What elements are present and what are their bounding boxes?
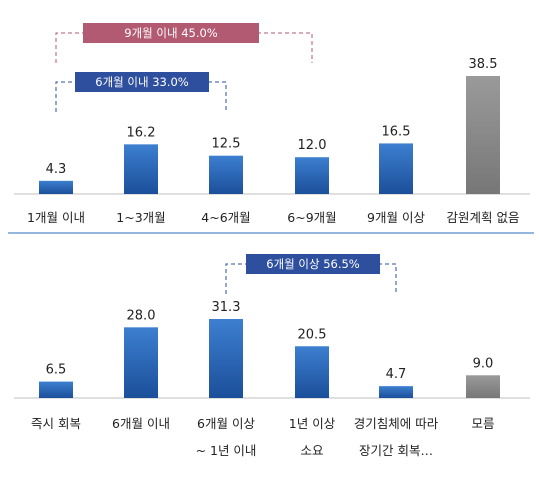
- bar-2: [124, 144, 158, 194]
- bar-5: [379, 143, 413, 194]
- category-label: 9개월 이상: [367, 210, 425, 225]
- value-label: 16.5: [382, 124, 411, 139]
- annotation-box: [83, 23, 259, 43]
- value-label: 16.2: [127, 125, 156, 140]
- value-label: 4.3: [46, 162, 67, 177]
- category-label: 소요: [300, 443, 323, 458]
- bar-6: [466, 375, 500, 398]
- value-label: 20.5: [298, 327, 327, 342]
- annotation-label: 9개월 이내 45.0%: [124, 26, 218, 40]
- bar-chart-2: 6.5 즉시 회복 28.0 6개월 이내 31.3 6개월 이상 ~ 1년 이내 20.5 1…: [14, 254, 530, 458]
- annotation-label: 6개월 이상 56.5%: [266, 257, 360, 271]
- category-label: 장기간 회복…: [359, 443, 433, 458]
- value-label: 9.0: [473, 356, 494, 371]
- value-label: 31.3: [212, 300, 241, 315]
- bar-6: [466, 76, 500, 194]
- bar-4: [295, 346, 329, 398]
- annotation-label: 6개월 이내 33.0%: [95, 75, 189, 89]
- value-label: 28.0: [127, 308, 156, 323]
- bar-2: [124, 327, 158, 398]
- value-label: 38.5: [469, 57, 498, 72]
- bar-1: [39, 381, 73, 398]
- bar-3: [209, 155, 243, 194]
- annotation-box: [246, 254, 380, 274]
- category-label: 감원계획 없음: [447, 210, 520, 225]
- annotation-box: [75, 72, 209, 92]
- bar-1: [39, 180, 73, 194]
- value-label: 6.5: [46, 363, 67, 378]
- category-label: 1~3개월: [116, 210, 165, 225]
- bar-5: [379, 386, 413, 398]
- value-label: 4.7: [386, 367, 407, 382]
- bar-chart-1: 4.3 1개월 이내 16.2 1~3개월 12.5 4~6개월 12.0 6~9개월 16.5…: [14, 23, 530, 225]
- category-label: 1개월 이내: [27, 210, 85, 225]
- category-label: 모름: [471, 416, 494, 431]
- bar-4: [295, 157, 329, 194]
- category-label: 경기침체에 따라: [354, 416, 439, 431]
- category-label: 6~9개월: [287, 210, 336, 225]
- category-label: 4~6개월: [201, 210, 250, 225]
- category-label: 6개월 이상: [197, 416, 255, 431]
- category-label: 1년 이상: [289, 416, 336, 431]
- category-label: ~ 1년 이내: [196, 443, 257, 458]
- category-label: 즉시 회복: [31, 416, 81, 431]
- value-label: 12.0: [298, 138, 327, 153]
- category-label: 6개월 이내: [112, 416, 170, 431]
- bar-3: [209, 319, 243, 398]
- value-label: 12.5: [212, 137, 241, 152]
